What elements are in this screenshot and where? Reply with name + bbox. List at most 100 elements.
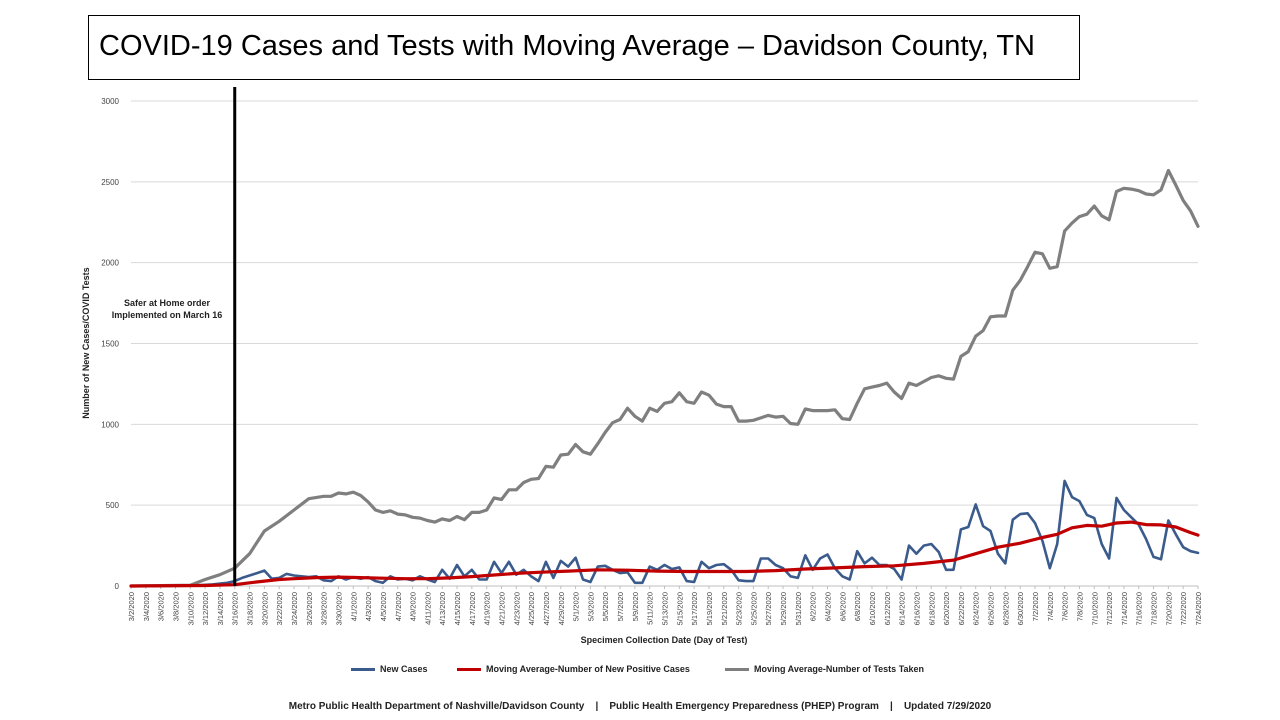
x-tick-label: 5/5/2020 — [601, 592, 610, 621]
y-tick-label: 1500 — [101, 340, 119, 349]
x-tick-label: 4/7/2020 — [394, 592, 403, 621]
y-tick-label: 2500 — [101, 178, 119, 187]
legend-item-moving-average-tests: Moving Average-Number of Tests Taken — [725, 664, 924, 674]
y-axis-label: Number of New Cases/COVID Tests — [81, 267, 91, 418]
x-tick-label: 5/21/2020 — [720, 592, 729, 625]
legend: New Cases Moving Average-Number of New P… — [0, 664, 1280, 682]
x-tick-label: 6/30/2020 — [1016, 592, 1025, 625]
x-tick-label: 5/23/2020 — [735, 592, 744, 625]
x-tick-label: 5/11/2020 — [646, 592, 655, 625]
x-tick-label: 7/16/2020 — [1135, 592, 1144, 625]
x-tick-label: 5/29/2020 — [779, 592, 788, 625]
x-tick-label: 4/5/2020 — [379, 592, 388, 621]
y-tick-label: 3000 — [101, 97, 119, 106]
legend-swatch-moving-average-cases — [457, 667, 481, 671]
x-tick-label: 5/3/2020 — [586, 592, 595, 621]
y-tick-label: 2000 — [101, 259, 119, 268]
x-tick-label: 5/27/2020 — [764, 592, 773, 625]
x-tick-label: 3/4/2020 — [142, 592, 151, 621]
x-tick-label: 7/14/2020 — [1120, 592, 1129, 625]
x-tick-label: 6/2/2020 — [809, 592, 818, 621]
series-line-new-cases — [129, 479, 1200, 588]
x-tick-label: 4/19/2020 — [483, 592, 492, 625]
x-tick-label: 7/2/2020 — [1031, 592, 1040, 621]
x-tick-label: 7/10/2020 — [1090, 592, 1099, 625]
x-tick-label: 7/8/2020 — [1075, 592, 1084, 621]
x-tick-label: 6/26/2020 — [987, 592, 996, 625]
x-tick-label: 7/6/2020 — [1061, 592, 1070, 621]
x-tick-label: 5/13/2020 — [661, 592, 670, 625]
x-tick-label: 4/27/2020 — [542, 592, 551, 625]
legend-label-moving-average-cases: Moving Average-Number of New Positive Ca… — [486, 664, 690, 674]
x-tick-label: 5/25/2020 — [749, 592, 758, 625]
x-tick-label: 4/29/2020 — [557, 592, 566, 625]
x-tick-label: 4/17/2020 — [468, 592, 477, 625]
legend-swatch-new-cases — [351, 667, 375, 671]
x-tick-label: 3/22/2020 — [275, 592, 284, 625]
x-tick-label: 4/9/2020 — [409, 592, 418, 621]
x-tick-label: 3/24/2020 — [290, 592, 299, 625]
x-tick-label: 6/20/2020 — [942, 592, 951, 625]
y-tick-label: 1000 — [101, 420, 119, 429]
x-tick-label: 5/17/2020 — [690, 592, 699, 625]
x-tick-label: 6/22/2020 — [957, 592, 966, 625]
series-layer — [129, 168, 1200, 588]
y-tick-label: 0 — [115, 582, 120, 591]
x-tick-label: 4/15/2020 — [453, 592, 462, 625]
x-tick-label: 6/6/2020 — [838, 592, 847, 621]
x-tick-label: 6/16/2020 — [912, 592, 921, 625]
x-tick-label: 7/18/2020 — [1150, 592, 1159, 625]
x-tick-label: 3/2/2020 — [127, 592, 136, 621]
x-tick-label: 6/12/2020 — [883, 592, 892, 625]
x-tick-label: 6/28/2020 — [1001, 592, 1010, 625]
x-tick-label: 6/8/2020 — [853, 592, 862, 621]
series-line-moving-average-cases — [129, 520, 1200, 588]
x-tick-label: 7/24/2020 — [1194, 592, 1203, 625]
x-tick-label: 4/11/2020 — [423, 592, 432, 625]
x-tick-label: 5/15/2020 — [675, 592, 684, 625]
y-tick-label: 500 — [106, 501, 120, 510]
x-tick-label: 3/18/2020 — [246, 592, 255, 625]
x-tick-label: 3/26/2020 — [305, 592, 314, 625]
x-tick-label: 4/13/2020 — [438, 592, 447, 625]
x-tick-label: 3/20/2020 — [260, 592, 269, 625]
x-tick-label: 5/31/2020 — [794, 592, 803, 625]
x-tick-label: 5/7/2020 — [616, 592, 625, 621]
x-tick-label: 4/25/2020 — [527, 592, 536, 625]
chart-title: COVID-19 Cases and Tests with Moving Ave… — [99, 30, 1035, 62]
x-tick-label: 3/30/2020 — [334, 592, 343, 625]
x-tick-label: 6/4/2020 — [824, 592, 833, 621]
x-tick-label: 4/21/2020 — [497, 592, 506, 625]
legend-item-new-cases: New Cases — [351, 664, 428, 674]
x-tick-label: 3/16/2020 — [231, 592, 240, 625]
annotation-line-1: Safer at Home order — [124, 298, 211, 308]
x-tick-label: 5/1/2020 — [572, 592, 581, 621]
x-tick-label: 7/22/2020 — [1179, 592, 1188, 625]
x-tick-label: 3/28/2020 — [320, 592, 329, 625]
x-tick-label: 5/9/2020 — [631, 592, 640, 621]
legend-item-moving-average-cases: Moving Average-Number of New Positive Ca… — [457, 664, 690, 674]
x-tick-label: 4/3/2020 — [364, 592, 373, 621]
title-box: COVID-19 Cases and Tests with Moving Ave… — [88, 15, 1080, 80]
x-tick-label: 6/24/2020 — [972, 592, 981, 625]
footer: Metro Public Health Department of Nashvi… — [288, 701, 992, 712]
x-tick-label: 3/12/2020 — [201, 592, 210, 625]
series-line-moving-average-tests — [129, 168, 1200, 588]
x-tick-label: 3/6/2020 — [157, 592, 166, 621]
legend-swatch-moving-average-tests — [725, 667, 749, 671]
x-tick-label: 3/10/2020 — [186, 592, 195, 625]
legend-label-moving-average-tests: Moving Average-Number of Tests Taken — [754, 664, 925, 674]
x-tick-label: 4/23/2020 — [512, 592, 521, 625]
x-tick-label: 5/19/2020 — [705, 592, 714, 625]
x-tick-label: 7/4/2020 — [1046, 592, 1055, 621]
x-tick-label: 3/14/2020 — [216, 592, 225, 625]
x-tick-label: 7/20/2020 — [1164, 592, 1173, 625]
legend-label-new-cases: New Cases — [380, 664, 428, 674]
x-tick-label: 7/12/2020 — [1105, 592, 1114, 625]
x-axis-label: Specimen Collection Date (Day of Test) — [581, 635, 748, 645]
x-tick-labels: 3/2/2020 3/4/2020 3/6/2020 3/8/2020 3/10/202… — [127, 586, 1203, 625]
y-tick-labels: 0 500 1000 1500 2000 2500 3000 — [101, 97, 119, 591]
x-tick-label: 6/14/2020 — [898, 592, 907, 625]
x-tick-label: 6/10/2020 — [868, 592, 877, 625]
